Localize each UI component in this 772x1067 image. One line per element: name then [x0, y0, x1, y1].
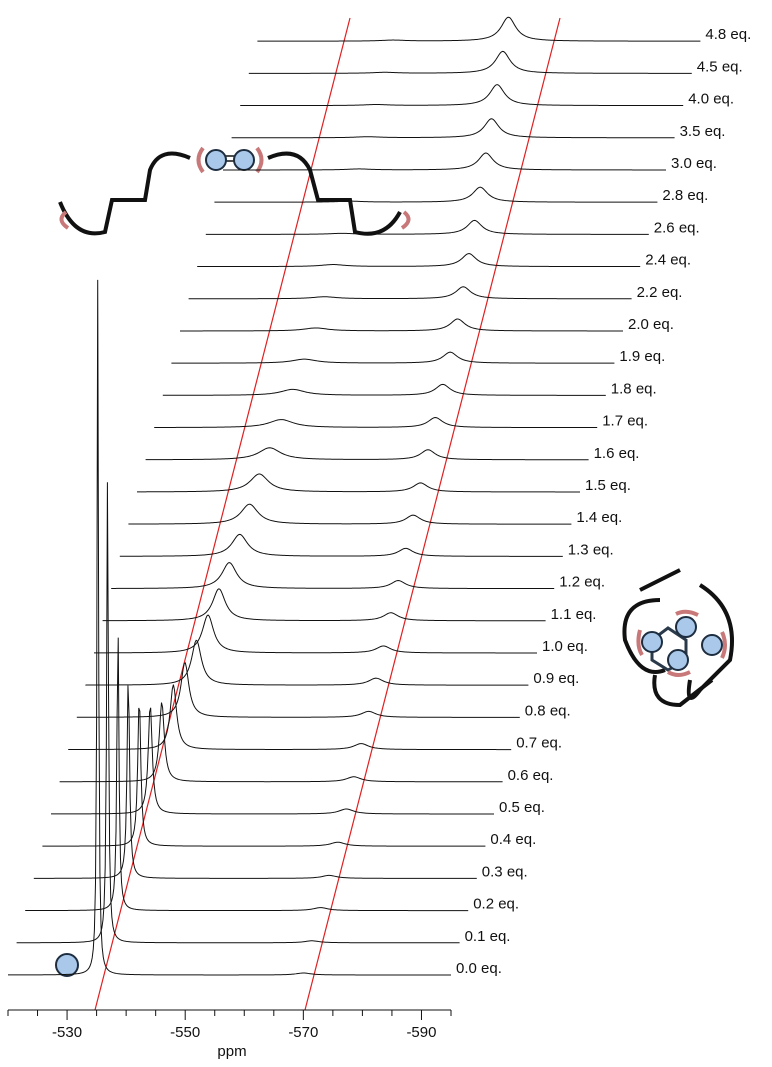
trace-label: 4.5 eq. [697, 58, 743, 75]
trace-label: 0.3 eq. [482, 863, 528, 880]
spectrum-trace [197, 253, 641, 268]
x-axis-label: ppm [217, 1043, 246, 1060]
trace-label: 1.8 eq. [611, 380, 657, 397]
x-tick-label: -570 [288, 1024, 318, 1041]
trace-label: 1.4 eq. [576, 509, 622, 526]
spectrum-trace [223, 152, 666, 171]
trace-label: 2.8 eq. [662, 187, 708, 204]
spectrum-trace [68, 684, 512, 751]
spectrum-trace [145, 447, 589, 461]
spectrum-trace [76, 662, 520, 718]
trace-label: 4.0 eq. [688, 91, 734, 108]
trace-label: 1.9 eq. [619, 348, 665, 365]
trace-label: 3.5 eq. [680, 123, 726, 140]
trace-label: 0.0 eq. [456, 960, 502, 977]
trace-label: 0.2 eq. [473, 896, 519, 913]
trace-label: 1.1 eq. [551, 606, 597, 623]
spectrum-trace [119, 533, 563, 557]
spectrum-trace [188, 286, 632, 300]
trace-label: 2.6 eq. [654, 219, 700, 236]
spectrum-trace [94, 614, 537, 654]
trace-label: 2.4 eq. [645, 252, 691, 269]
spectrum-trace [231, 118, 675, 139]
spectrum-trace [257, 16, 701, 42]
spectrum-trace [33, 685, 477, 879]
spectrum-trace [162, 383, 606, 396]
spectrum-trace [25, 637, 469, 912]
trace-label: 0.9 eq. [533, 670, 579, 687]
spectrum-trace [214, 186, 658, 203]
spectrum-trace [51, 707, 494, 815]
spectrum-trace [240, 84, 684, 107]
x-tick-label: -550 [170, 1024, 200, 1041]
trace-label: 1.5 eq. [585, 477, 631, 494]
trace-label: 1.2 eq. [559, 574, 605, 591]
trace-label: 3.0 eq. [671, 155, 717, 172]
trace-label: 0.1 eq. [465, 928, 511, 945]
trace-label: 0.4 eq. [490, 831, 536, 848]
spectrum-trace [180, 318, 623, 332]
spectrum-trace [85, 639, 529, 686]
spectrum-trace [171, 351, 615, 364]
spectrum-trace [128, 503, 572, 525]
spectrum-trace [248, 50, 692, 74]
trace-label: 1.0 eq. [542, 638, 588, 655]
cyclic-cartoon [622, 568, 734, 708]
spectrum-trace [59, 702, 503, 783]
spectrum-trace [16, 482, 460, 944]
spectrum-trace [111, 562, 555, 590]
trace-label: 0.6 eq. [508, 767, 554, 784]
guide-line [94, 17, 351, 1011]
x-tick-label: -530 [52, 1024, 82, 1041]
spectrum-trace [205, 219, 649, 235]
ion-icon [55, 953, 79, 977]
trace-label: 4.8 eq. [705, 26, 751, 43]
guide-line [304, 17, 561, 1011]
spectrum-trace [102, 588, 546, 622]
trace-label: 2.2 eq. [637, 284, 683, 301]
trace-label: 2.0 eq. [628, 316, 674, 333]
spectrum-trace [42, 707, 486, 847]
trace-label: 1.3 eq. [568, 541, 614, 558]
trace-label: 0.7 eq. [516, 735, 562, 752]
trace-label: 0.8 eq. [525, 702, 571, 719]
x-tick-label: -590 [406, 1024, 436, 1041]
polymer-cartoon [58, 146, 411, 236]
trace-label: 1.6 eq. [594, 445, 640, 462]
trace-label: 0.5 eq. [499, 799, 545, 816]
trace-label: 1.7 eq. [602, 413, 648, 430]
spectrum-trace [154, 417, 598, 429]
spectrum-trace [137, 473, 580, 493]
spectrum-trace [8, 279, 451, 976]
